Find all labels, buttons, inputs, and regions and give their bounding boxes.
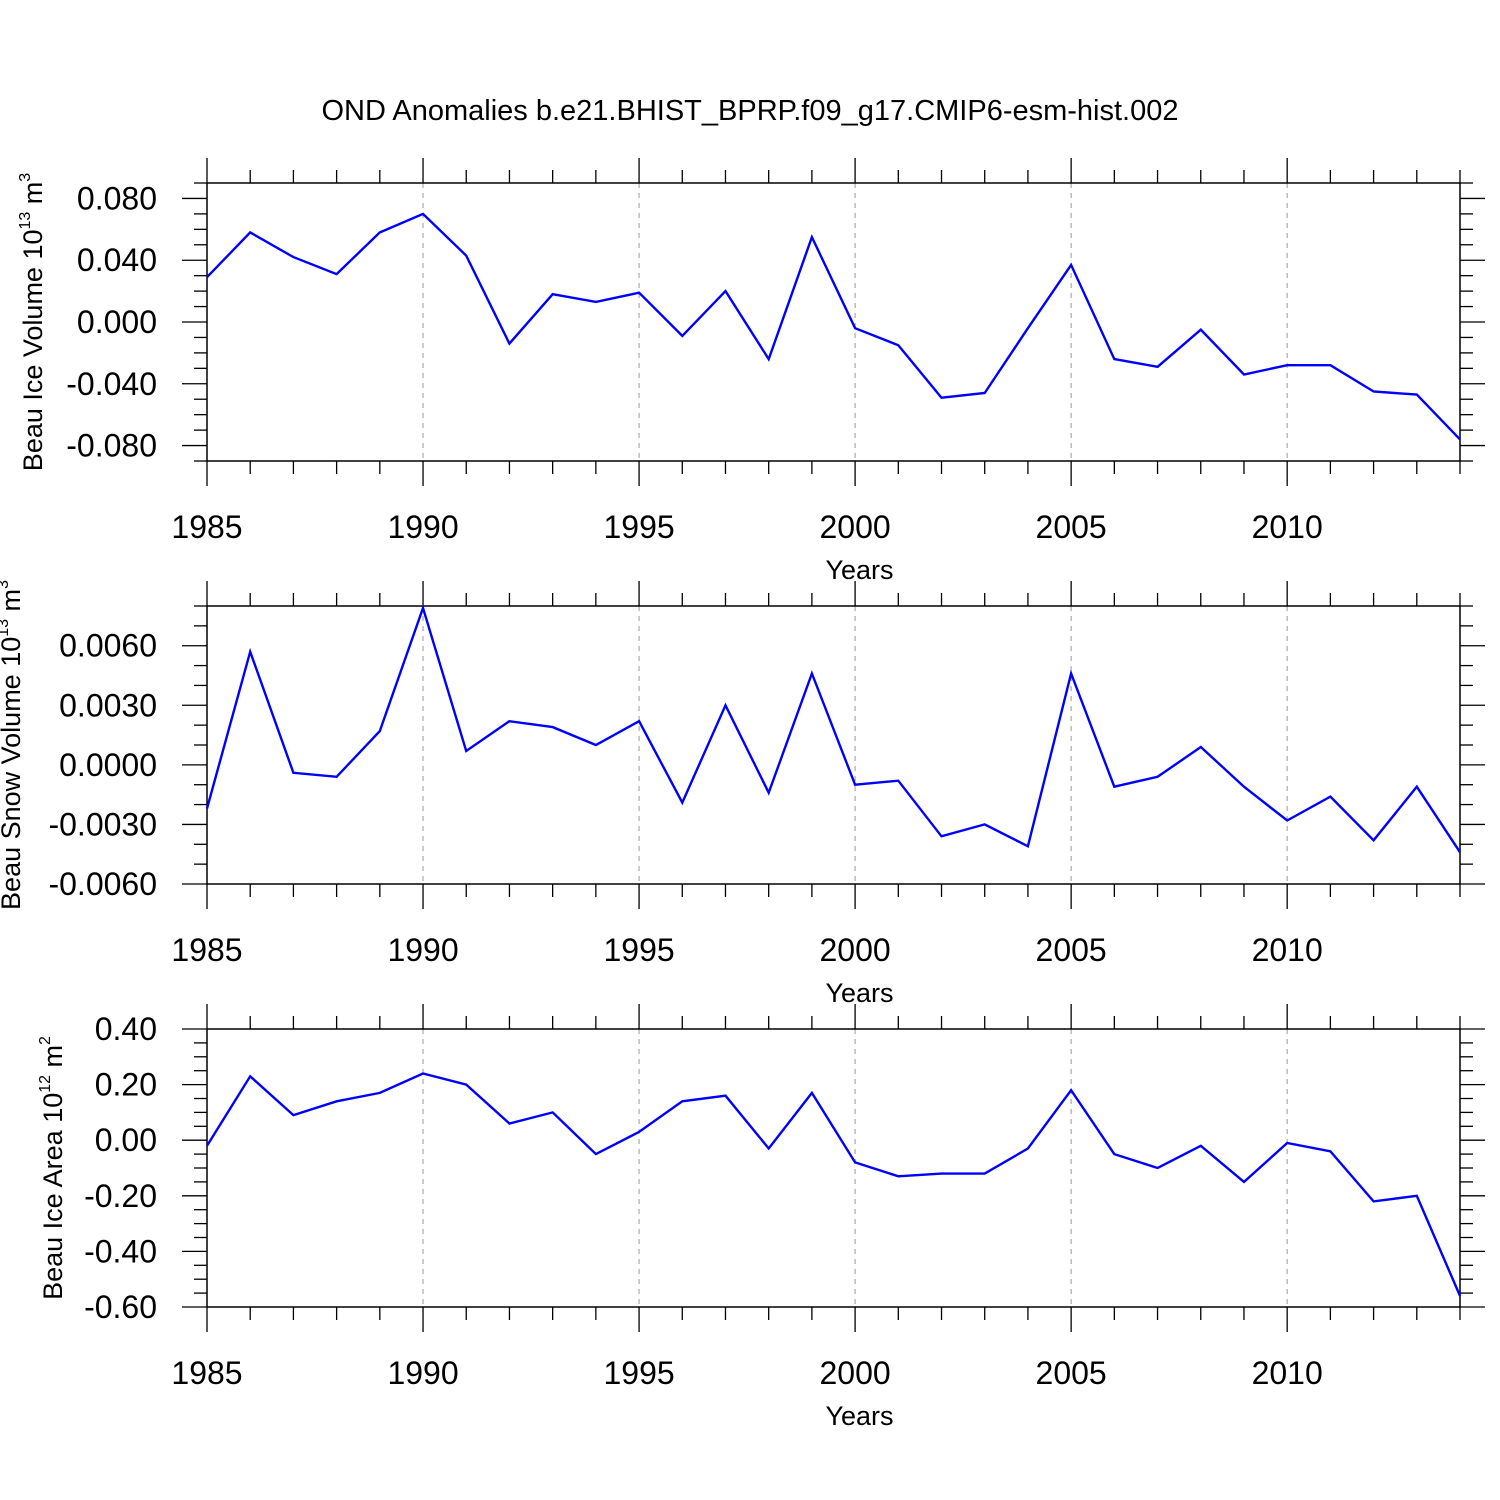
y-axis-label-exponent: 13 (17, 212, 34, 230)
series-line-1 (206, 212, 1461, 441)
y-tick-label: -0.040 (66, 366, 157, 402)
y-axis-label-unit-exponent: 3 (0, 580, 12, 589)
chart-panel-3: 1985 1990 1995 2000 2005 2010 -0.60 -0.40 -0.20 0… (37, 1004, 1485, 1431)
panels: 1985 1990 1995 2000 2005 2010 -0.080 -0.040 0.00… (0, 158, 1485, 1431)
x-tick-label: 2000 (820, 1355, 891, 1391)
figure-title: OND Anomalies b.e21.BHIST_BPRP.f09_g17.C… (322, 95, 1179, 127)
y-axis-label: Beau Snow Volume 1013 m3 (0, 580, 26, 910)
plot-frame (206, 605, 1461, 885)
chart-panel-1: 1985 1990 1995 2000 2005 2010 -0.080 -0.040 0.00… (17, 158, 1485, 585)
x-tick-label: 1990 (387, 932, 458, 968)
y-axis-label-unit: m (0, 589, 26, 619)
series-line-1 (205, 1072, 1462, 1297)
y-tick-label: 0.40 (95, 1011, 157, 1047)
x-tick-label: 1985 (171, 932, 242, 968)
x-axis-label: Years (825, 1401, 893, 1431)
y-tick-label: -0.40 (84, 1233, 157, 1269)
x-tick-label: 1985 (171, 1355, 242, 1391)
y-tick-label: -0.60 (84, 1289, 157, 1325)
x-tick-label: 2000 (820, 509, 891, 545)
x-tick-label: 2000 (820, 932, 891, 968)
y-tick-label: -0.0030 (48, 806, 157, 842)
x-tick-label: 2005 (1036, 509, 1107, 545)
y-axis-label-unit: m (38, 1045, 68, 1075)
x-tick-label: 2010 (1252, 1355, 1323, 1391)
y-axis-label-unit-exponent: 2 (37, 1036, 54, 1045)
x-axis-label: Years (825, 978, 893, 1008)
y-axis-label-unit: m (18, 182, 48, 212)
y-tick-label: -0.080 (66, 428, 157, 464)
y-axis-label-main: Beau Ice Area 10 (38, 1093, 68, 1300)
y-tick-label: 0.040 (77, 242, 157, 278)
y-axis-label-exponent: 12 (37, 1075, 54, 1093)
x-tick-label: 1990 (387, 1355, 458, 1391)
y-tick-label: 0.000 (77, 304, 157, 340)
y-axis-label-main: Beau Ice Volume 10 (18, 230, 48, 472)
x-tick-label: 2010 (1252, 932, 1323, 968)
x-tick-label: 2010 (1252, 509, 1323, 545)
y-axis-label-unit-exponent: 3 (17, 173, 34, 182)
y-tick-label: 0.0000 (59, 747, 157, 783)
series-line-1 (205, 604, 1462, 853)
x-tick-label: 1985 (171, 509, 242, 545)
y-tick-label: 0.080 (77, 180, 157, 216)
x-tick-label: 1995 (603, 932, 674, 968)
y-axis-label-main: Beau Snow Volume 10 (0, 637, 26, 910)
y-axis-label-exponent: 13 (0, 619, 12, 637)
x-axis-label: Years (825, 555, 893, 585)
x-tick-label: 1995 (603, 509, 674, 545)
x-tick-label: 1995 (603, 1355, 674, 1391)
y-axis-label: Beau Ice Area 1012 m2 (37, 1036, 68, 1300)
x-tick-label: 2005 (1036, 1355, 1107, 1391)
y-axis-label: Beau Ice Volume 1013 m3 (17, 173, 48, 471)
plot-frame (206, 1028, 1461, 1308)
y-tick-label: 0.0060 (59, 628, 157, 664)
y-tick-label: -0.0060 (48, 866, 157, 902)
chart-panel-2: 1985 1990 1995 2000 2005 2010 -0.0060 -0.0030 0.… (0, 580, 1485, 1008)
y-tick-label: 0.20 (95, 1067, 157, 1103)
y-tick-label: 0.0030 (59, 687, 157, 723)
x-tick-label: 1990 (387, 509, 458, 545)
y-tick-label: -0.20 (84, 1178, 157, 1214)
y-tick-label: 0.00 (95, 1122, 157, 1158)
x-tick-label: 2005 (1036, 932, 1107, 968)
